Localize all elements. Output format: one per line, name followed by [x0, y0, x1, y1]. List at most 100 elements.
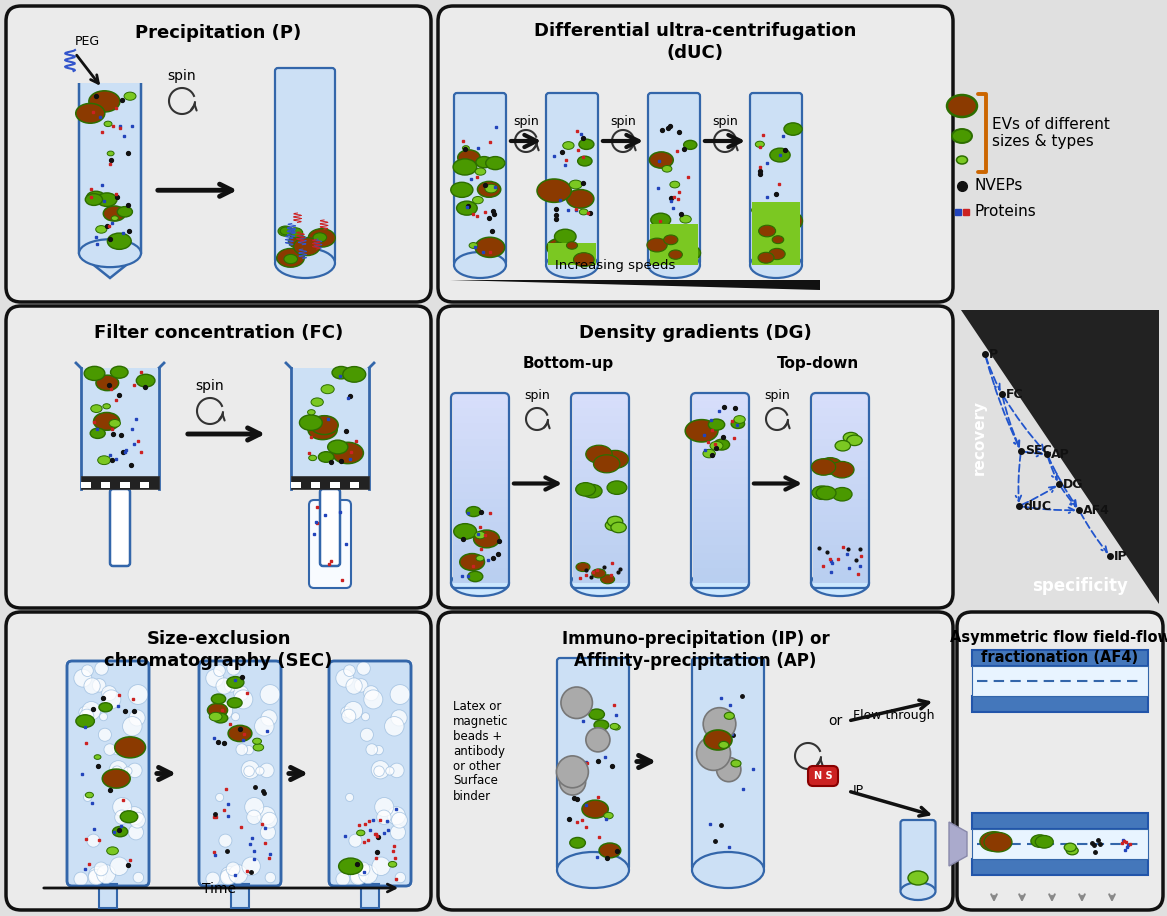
Ellipse shape [778, 221, 787, 226]
Ellipse shape [450, 570, 509, 596]
Text: spin: spin [524, 389, 550, 402]
Bar [453, 514, 508, 522]
Bar [812, 522, 867, 529]
Circle shape [97, 865, 116, 884]
Ellipse shape [468, 572, 483, 582]
Ellipse shape [98, 456, 111, 464]
Circle shape [717, 758, 741, 781]
Bar [972, 650, 1148, 666]
Ellipse shape [607, 517, 623, 527]
Bar [453, 567, 508, 575]
Circle shape [242, 760, 259, 779]
Circle shape [130, 710, 145, 726]
Ellipse shape [484, 184, 497, 193]
Ellipse shape [836, 441, 851, 451]
Ellipse shape [208, 703, 228, 717]
Bar [812, 453, 867, 462]
Text: (dUC): (dUC) [668, 44, 724, 62]
FancyBboxPatch shape [438, 6, 953, 302]
Bar [573, 453, 628, 462]
Ellipse shape [769, 248, 785, 259]
Text: Size-exclusion: Size-exclusion [146, 630, 291, 648]
Bar [812, 575, 867, 583]
Ellipse shape [946, 95, 977, 117]
Text: Latex or
magnetic
beads +
antibody
or other
Surface
binder: Latex or magnetic beads + antibody or ot… [453, 700, 509, 802]
Circle shape [260, 684, 280, 704]
FancyBboxPatch shape [6, 612, 431, 910]
Circle shape [371, 760, 390, 779]
Circle shape [372, 857, 390, 876]
Ellipse shape [277, 248, 305, 267]
Ellipse shape [284, 255, 298, 264]
Circle shape [586, 728, 610, 752]
Ellipse shape [599, 843, 621, 857]
Bar [453, 453, 508, 462]
Ellipse shape [573, 253, 594, 267]
Circle shape [214, 665, 225, 677]
Bar [812, 431, 867, 439]
Circle shape [113, 798, 132, 816]
Circle shape [125, 807, 144, 824]
Circle shape [364, 686, 378, 701]
Bar [453, 544, 508, 552]
Ellipse shape [474, 530, 499, 548]
Ellipse shape [811, 570, 869, 596]
Bar [692, 544, 748, 552]
Ellipse shape [454, 252, 506, 278]
Bar [573, 567, 628, 575]
Ellipse shape [104, 206, 126, 221]
Circle shape [386, 767, 394, 775]
Bar [291, 476, 369, 489]
FancyBboxPatch shape [750, 93, 802, 265]
Bar [548, 243, 596, 265]
Ellipse shape [226, 677, 244, 688]
Circle shape [361, 728, 373, 741]
Circle shape [95, 661, 109, 675]
Circle shape [261, 710, 277, 726]
Text: chromatography (SEC): chromatography (SEC) [104, 652, 333, 670]
Circle shape [89, 869, 104, 885]
Circle shape [242, 857, 260, 876]
Ellipse shape [93, 412, 120, 431]
FancyBboxPatch shape [648, 93, 700, 265]
Bar [812, 415, 867, 423]
Ellipse shape [310, 416, 338, 434]
Bar [692, 461, 748, 469]
Circle shape [216, 678, 232, 694]
Bar [573, 461, 628, 469]
Ellipse shape [552, 243, 564, 250]
Text: Differential ultra-centrifugation: Differential ultra-centrifugation [534, 22, 857, 40]
FancyBboxPatch shape [808, 766, 838, 786]
Ellipse shape [603, 812, 613, 819]
Circle shape [236, 744, 247, 756]
Circle shape [233, 690, 253, 709]
Ellipse shape [275, 248, 335, 278]
Ellipse shape [784, 123, 802, 136]
Polygon shape [79, 83, 141, 278]
Ellipse shape [592, 569, 606, 578]
Bar [453, 522, 508, 529]
Ellipse shape [476, 555, 484, 561]
Bar [692, 423, 748, 431]
Bar [692, 392, 748, 400]
Circle shape [256, 767, 264, 775]
Circle shape [341, 706, 352, 717]
Text: Flow through: Flow through [853, 710, 935, 723]
Bar [573, 575, 628, 583]
Bar [692, 529, 748, 538]
Ellipse shape [79, 239, 141, 267]
Ellipse shape [818, 458, 843, 474]
Ellipse shape [321, 385, 334, 394]
FancyBboxPatch shape [438, 612, 953, 910]
Bar [692, 491, 748, 499]
Ellipse shape [576, 562, 591, 572]
Ellipse shape [759, 225, 776, 237]
Circle shape [86, 834, 100, 847]
Bar [573, 476, 628, 485]
Circle shape [259, 763, 274, 778]
Circle shape [385, 716, 404, 736]
Circle shape [355, 679, 368, 692]
Bar [692, 522, 748, 529]
Ellipse shape [253, 744, 264, 751]
FancyBboxPatch shape [275, 68, 335, 263]
